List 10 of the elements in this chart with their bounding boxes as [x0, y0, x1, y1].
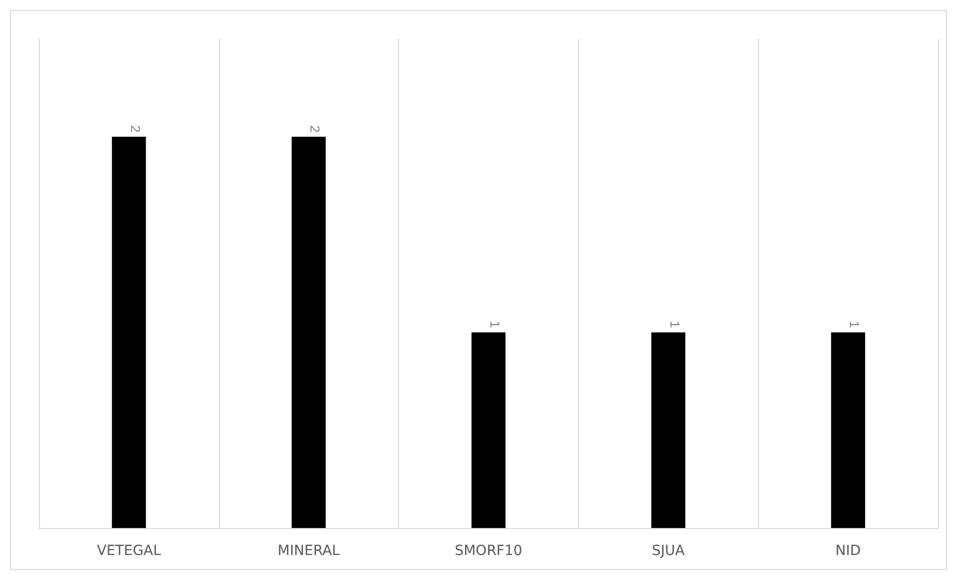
data-label: 1: [667, 320, 682, 328]
data-label: 2: [308, 125, 323, 132]
data-label: 1: [847, 320, 862, 328]
data-label: 2: [128, 125, 143, 132]
x-tick-label: SMORF10: [454, 543, 522, 559]
x-tick-label: NID: [835, 543, 861, 559]
x-tick-label: VETEGAL: [96, 543, 162, 559]
x-tick-label: SJUA: [652, 543, 686, 559]
x-tick-label: MINERAL: [278, 543, 340, 559]
data-label: 1: [488, 320, 502, 328]
